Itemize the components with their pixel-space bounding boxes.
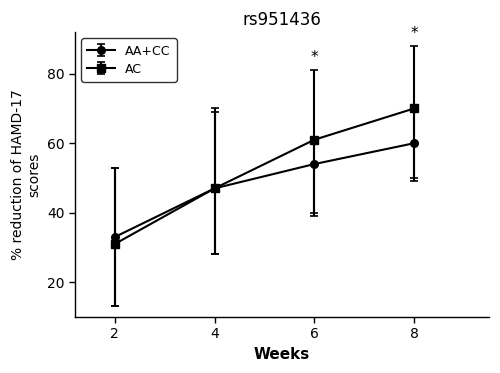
Y-axis label: % reduction of HAMD-17
scores: % reduction of HAMD-17 scores [11, 89, 42, 260]
Title: rs951436: rs951436 [242, 11, 322, 29]
Legend: AA+CC, AC: AA+CC, AC [81, 38, 176, 82]
Text: *: * [410, 26, 418, 41]
Text: *: * [310, 50, 318, 65]
X-axis label: Weeks: Weeks [254, 347, 310, 362]
